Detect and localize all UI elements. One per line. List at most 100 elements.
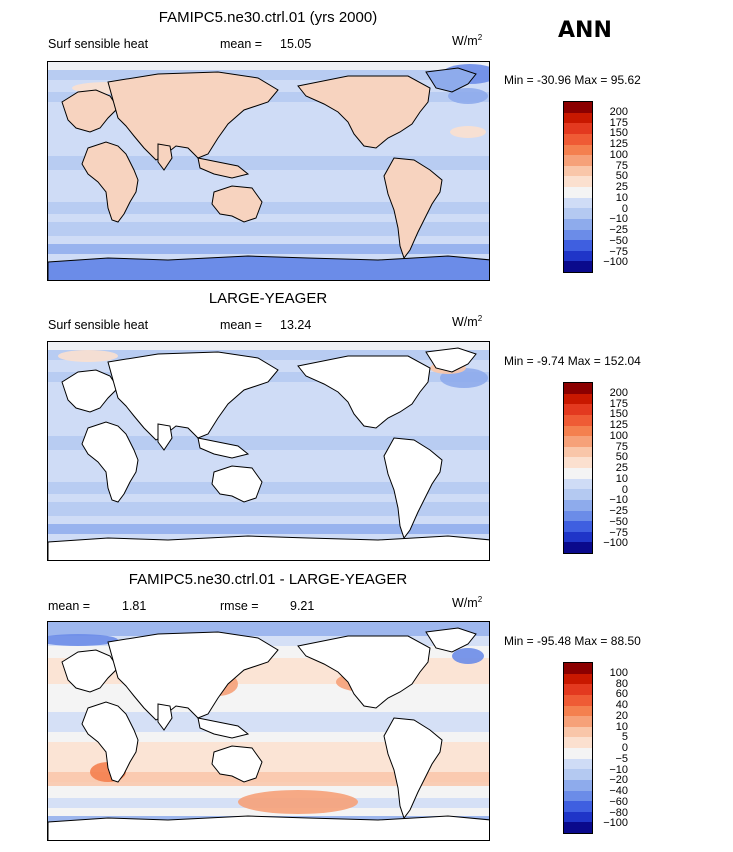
continent-antarctica <box>48 815 489 840</box>
colorbar-swatch <box>564 499 592 511</box>
colorbar-swatch <box>564 758 592 770</box>
colorbar-tick-label: 175 <box>609 397 628 410</box>
field-band <box>48 636 489 646</box>
colorbar-swatch <box>564 790 592 802</box>
colorbar-swatch <box>564 822 592 833</box>
colorbar-swatch <box>564 468 592 479</box>
panel-1-colorbar <box>563 101 593 273</box>
panel-3-colorbar <box>563 662 593 834</box>
colorbar-swatch <box>564 716 592 727</box>
continent-australia <box>211 465 263 503</box>
field-band <box>48 244 489 254</box>
colorbar-swatch <box>564 250 592 262</box>
panel-1-minmax: Min = -30.96 Max = 95.62 <box>504 73 641 87</box>
panel-1-mean-label: mean = <box>220 37 263 51</box>
colorbar-swatch <box>564 208 592 219</box>
colorbar-swatch <box>564 811 592 823</box>
continent-africa <box>81 141 139 223</box>
colorbar-tick-label: 80 <box>615 677 628 690</box>
panel-1-title: FAMIPC5.ne30.ctrl.01 (yrs 2000) <box>158 9 378 26</box>
colorbar-tick-label: 100 <box>609 666 628 679</box>
panel-3-minmax: Min = -95.48 Max = 88.50 <box>504 634 641 648</box>
panel-2-map <box>47 341 490 561</box>
min-label: Min = <box>504 73 534 87</box>
panel-2-variable: Surf sensible heat <box>48 318 149 332</box>
colorbar-tick-label: 100 <box>609 148 628 161</box>
colorbar-tick-label: 125 <box>609 138 628 150</box>
continent-australia <box>211 745 263 783</box>
panel-3-rmse-label: rmse = <box>220 599 259 613</box>
colorbar-swatch <box>564 737 592 748</box>
colorbar-swatch <box>564 393 592 405</box>
panel-2-units: W/m2 <box>452 314 482 329</box>
panel-1-variable: Surf sensible heat <box>48 37 149 51</box>
field-band <box>48 62 489 70</box>
units-text: W/m <box>452 34 478 49</box>
panel-3-map <box>47 621 490 841</box>
continent-antarctica <box>48 535 489 560</box>
colorbar-swatch <box>564 133 592 145</box>
colorbar-swatch <box>564 694 592 706</box>
field-band <box>48 342 489 350</box>
colorbar-swatch <box>564 801 592 812</box>
continent-africa <box>81 701 139 783</box>
field-anomaly <box>450 126 486 138</box>
field-band <box>48 524 489 534</box>
colorbar-swatch <box>564 404 592 415</box>
continent-seasia <box>197 437 250 459</box>
continent-india <box>157 143 173 171</box>
units-exponent: 2 <box>477 33 483 42</box>
colorbar-tick-label: 175 <box>609 116 628 129</box>
colorbar-swatch <box>564 769 592 780</box>
continent-namerica <box>297 635 431 709</box>
colorbar-swatch <box>564 176 592 187</box>
colorbar-swatch <box>564 489 592 500</box>
colorbar-tick-label: −100 <box>603 256 628 269</box>
field-band <box>48 70 489 80</box>
season-label: ANN <box>558 18 612 43</box>
colorbar-swatch <box>564 779 592 791</box>
panel-3-rmse-value: 9.21 <box>290 599 315 613</box>
field-anomaly <box>448 88 488 104</box>
colorbar-tick-label: 5 <box>621 731 628 744</box>
panel-2-mean-label: mean = <box>220 318 263 332</box>
panel-3-title: FAMIPC5.ne30.ctrl.01 - LARGE-YEAGER <box>128 571 408 588</box>
continent-india <box>157 423 173 451</box>
continent-antarctica <box>48 255 489 280</box>
colorbar-tick-label: −40 <box>609 785 628 797</box>
units-exponent: 2 <box>477 595 483 604</box>
colorbar-tick-label: −5 <box>615 752 628 765</box>
field-band <box>48 772 489 786</box>
colorbar-swatch <box>564 414 592 426</box>
panel-2-colorbar <box>563 382 593 554</box>
colorbar-swatch <box>564 663 592 674</box>
colorbar-tick-label: −25 <box>609 505 628 517</box>
continent-australia <box>211 185 263 223</box>
continent-greenland <box>425 67 477 93</box>
colorbar-tick-label: −75 <box>609 526 628 539</box>
colorbar-tick-label: 200 <box>609 386 628 399</box>
continent-samerica <box>383 437 443 540</box>
colorbar-swatch <box>564 705 592 717</box>
panel-2-minmax: Min = -9.74 Max = 152.04 <box>504 354 641 368</box>
colorbar-tick-label: 200 <box>609 105 628 118</box>
panel-1-map <box>47 61 490 281</box>
colorbar-tick-label: 0 <box>621 483 628 496</box>
colorbar-tick-label: −50 <box>609 234 628 247</box>
colorbar-swatch <box>564 102 592 113</box>
field-anomaly <box>48 634 118 646</box>
colorbar-tick-label: −25 <box>609 224 628 236</box>
panel-1-colorbar-labels: 200 175 150 125 100 75 50 25 10 0 −10 −25 −50 −75 −100 <box>596 101 628 273</box>
field-band <box>48 350 489 360</box>
continent-india <box>157 703 173 731</box>
colorbar-tick-label: 150 <box>609 408 628 421</box>
colorbar-tick-label: −10 <box>609 213 628 226</box>
panel-1-mean-value: 15.05 <box>280 37 312 51</box>
field-band <box>48 502 489 516</box>
colorbar-swatch <box>564 684 592 695</box>
continent-europe <box>61 89 119 133</box>
continent-samerica <box>383 717 443 820</box>
field-band <box>48 202 489 214</box>
min-value: -95.48 <box>537 634 572 648</box>
colorbar-swatch <box>564 155 592 166</box>
